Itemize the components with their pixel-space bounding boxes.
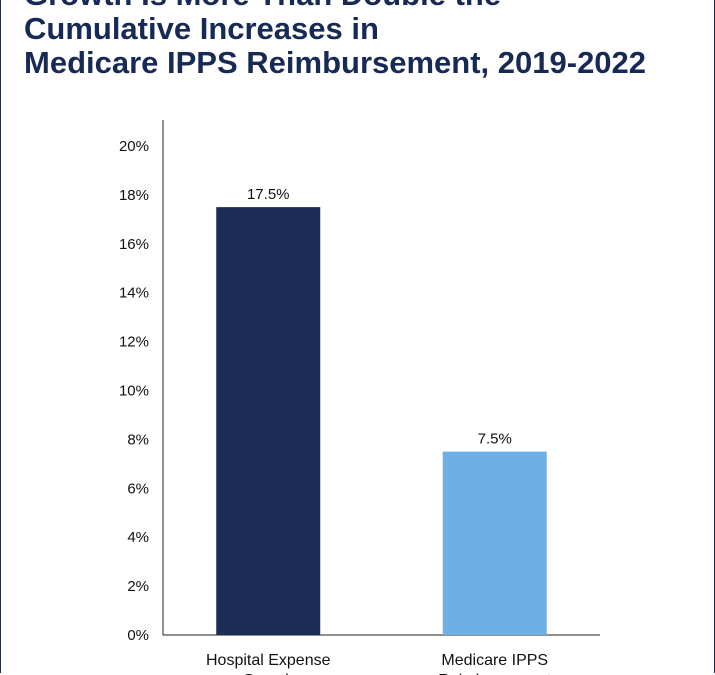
bar — [216, 207, 321, 635]
y-tick-label: 0% — [127, 627, 149, 644]
title-line-2: Cumulative Increases in — [24, 11, 379, 46]
chart-title: Growth Is More Than Double the Cumulativ… — [24, 0, 704, 80]
y-tick-label: 6% — [127, 480, 149, 497]
bars — [216, 207, 547, 635]
category-label: Growth — [242, 672, 294, 675]
y-tick-label: 16% — [119, 236, 149, 253]
y-tick-label: 20% — [119, 138, 149, 155]
bar-value-label: 17.5% — [247, 186, 290, 203]
y-tick-label: 14% — [119, 285, 149, 302]
category-label: Hospital Expense — [206, 652, 331, 669]
category-label: Medicare IPPS — [441, 652, 548, 669]
y-axis: 0% 2% 4% 6% 8% 10% 12% 14% 16% 18% 20% — [119, 120, 600, 644]
y-tick-label: 2% — [127, 578, 149, 595]
y-tick-label: 4% — [127, 529, 149, 546]
title-line-1: Growth Is More Than Double the — [24, 0, 704, 12]
data-labels: 17.5% 7.5% — [247, 186, 512, 448]
category-labels: Hospital Expense Growth Medicare IPPS Reimb… — [206, 652, 552, 675]
y-tick-label: 10% — [119, 383, 149, 400]
y-tick-label: 18% — [119, 187, 149, 204]
bar — [442, 451, 547, 635]
title-line-3: Medicare IPPS Reimbursement, 2019-2022 — [24, 45, 647, 80]
y-tick-label: 8% — [127, 431, 149, 448]
category-label: Reimbursement — [438, 672, 551, 675]
bar-value-label: 7.5% — [478, 431, 512, 448]
y-tick-label: 12% — [119, 334, 149, 351]
